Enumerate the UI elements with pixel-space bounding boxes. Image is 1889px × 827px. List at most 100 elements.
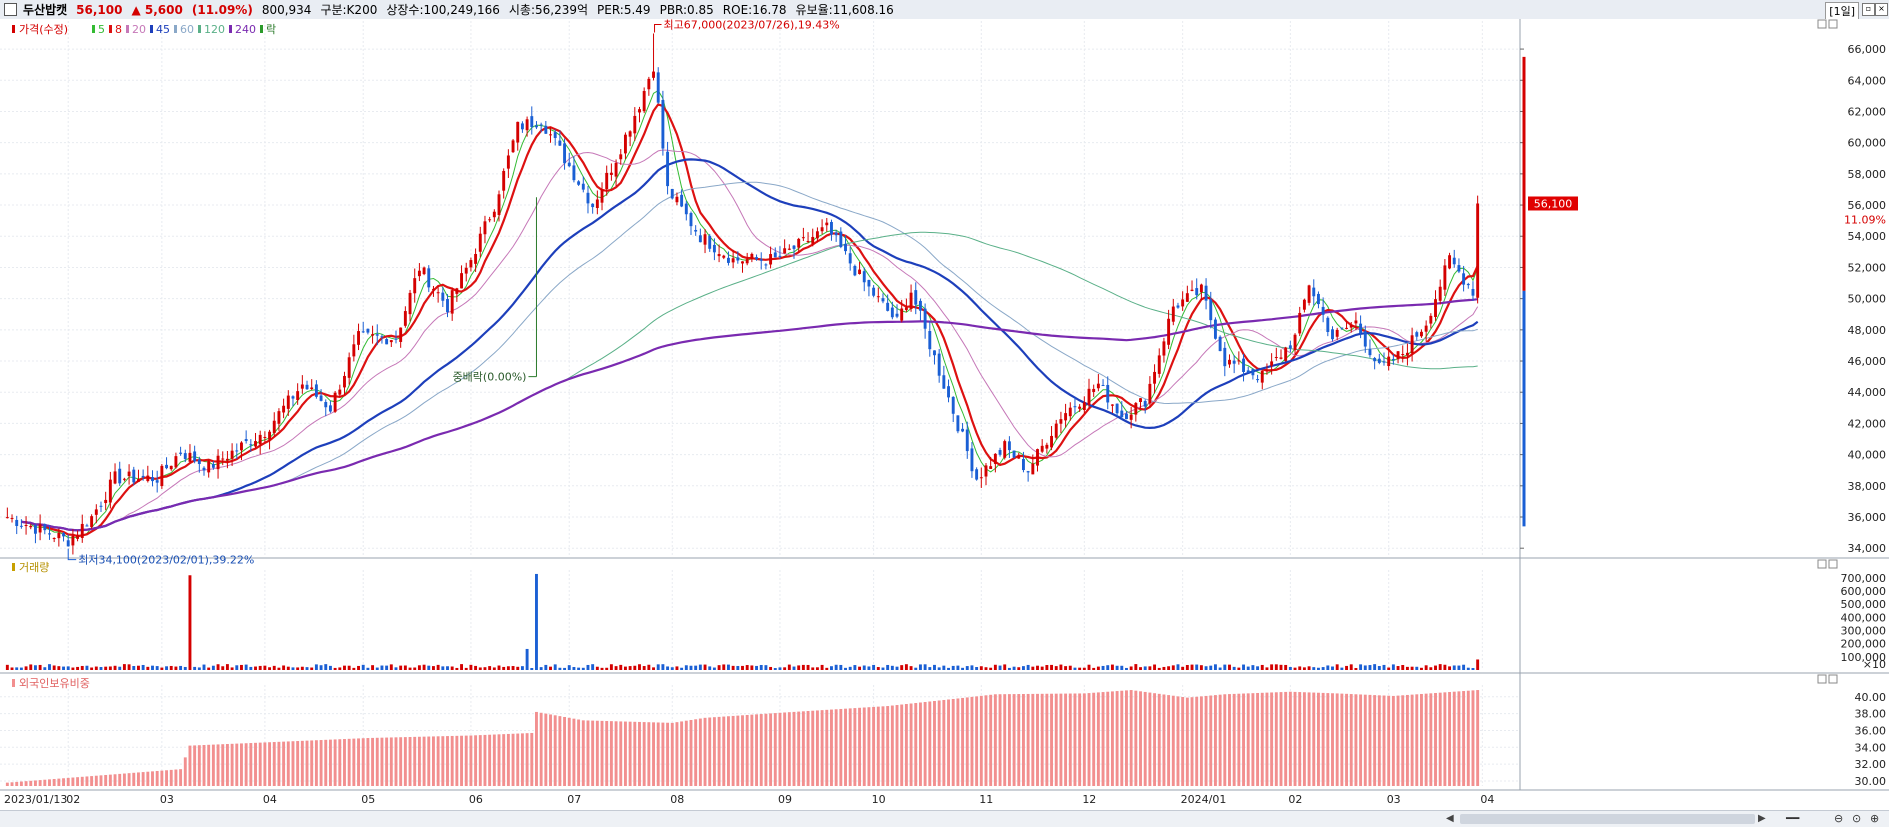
candle — [970, 448, 974, 472]
volume-bar — [469, 664, 473, 670]
volume-bar — [511, 666, 515, 670]
volume-bar — [1415, 666, 1419, 670]
candle — [94, 509, 98, 515]
legend-ma-240: 240 — [235, 23, 256, 36]
candle — [1270, 361, 1274, 366]
foreign-bar — [483, 734, 487, 786]
volume-bar — [806, 664, 810, 670]
scroll-left-icon[interactable]: ◀ — [1446, 813, 1454, 824]
foreign-bar — [872, 706, 876, 786]
volume-bar — [1405, 666, 1409, 670]
candle — [872, 287, 876, 296]
volume-bar — [127, 664, 131, 670]
volume-bar — [85, 665, 89, 670]
volume-bar — [230, 667, 234, 670]
volume-bar — [258, 665, 262, 670]
checkbox[interactable] — [4, 3, 17, 16]
volume-bar — [1017, 667, 1021, 670]
foreign-bar — [792, 711, 796, 786]
volume-bar — [450, 666, 454, 670]
volume-bar — [497, 665, 501, 670]
candle — [900, 308, 904, 321]
scroll-right-icon[interactable]: ▶ — [1758, 813, 1766, 824]
candle — [1401, 354, 1405, 356]
foreign-bar — [717, 716, 721, 786]
volume-bar — [1157, 667, 1161, 670]
candle — [1096, 383, 1100, 389]
zoom-slider-icon[interactable]: ━━ — [1786, 812, 1800, 825]
foreign-bar — [1457, 691, 1461, 786]
volume-bar — [1195, 664, 1199, 670]
close-icon[interactable]: × — [1875, 3, 1888, 16]
volume-bar — [689, 665, 693, 670]
candle — [848, 253, 852, 264]
foreign-bar — [1382, 695, 1386, 786]
volume-bar — [642, 666, 646, 670]
foreign-bar — [1420, 693, 1423, 786]
candle — [1438, 286, 1442, 301]
foreign-bar — [469, 735, 473, 786]
volume-bar — [427, 665, 431, 670]
foreign-bar — [1270, 692, 1274, 786]
candle — [1391, 358, 1395, 361]
volume-bar — [1242, 664, 1245, 670]
volume-bar — [263, 665, 267, 670]
panel-minimize-icon[interactable] — [1817, 19, 1827, 29]
candle — [520, 123, 524, 130]
foreign-bar — [1125, 690, 1128, 786]
foreign-bar — [783, 712, 787, 786]
candle — [1167, 318, 1171, 345]
panel-minimize-icon[interactable] — [1817, 674, 1827, 684]
foreign-bar — [942, 699, 946, 786]
foreign-bar — [1040, 693, 1044, 786]
foreign-bar — [305, 740, 309, 786]
volume-bar — [310, 667, 314, 670]
volume-bar — [357, 665, 360, 670]
foreign-bar — [918, 702, 922, 786]
zoom-in-icon[interactable]: ⊕ — [1870, 812, 1880, 825]
candle — [1204, 285, 1208, 301]
volume-bar — [614, 666, 618, 670]
volume-bar — [417, 665, 421, 670]
volume-bar — [783, 667, 787, 670]
foreign-bar — [1199, 696, 1203, 786]
foreign-bar — [1078, 693, 1082, 786]
panel-close-icon[interactable] — [1828, 19, 1838, 29]
volume-bar — [132, 666, 136, 670]
volume-bar — [399, 665, 403, 670]
volume-bar — [989, 667, 993, 670]
foreign-bar — [890, 705, 894, 786]
candle — [769, 254, 773, 265]
price-axis-tick: 56,000 — [1848, 199, 1887, 212]
minimize-icon[interactable]: ▫ — [1862, 3, 1875, 16]
volume-bar — [343, 665, 346, 670]
zoom-out-icon[interactable]: ⊖ — [1834, 812, 1844, 825]
panel-close-icon[interactable] — [1828, 559, 1838, 569]
candle — [591, 203, 595, 208]
panel-close-icon[interactable] — [1828, 674, 1838, 684]
candle — [104, 499, 108, 504]
foreign-bar — [10, 782, 14, 786]
foreign-bar — [572, 718, 576, 786]
volume-bar — [759, 664, 763, 670]
volume-bar — [19, 667, 23, 670]
foreign-bar — [371, 737, 375, 786]
foreign-bar — [80, 776, 84, 786]
foreign-bar — [1153, 693, 1157, 786]
volume-bar — [1368, 665, 1372, 670]
scroll-thumb[interactable] — [1460, 814, 1755, 824]
foreign-bar — [62, 778, 65, 786]
candle — [1251, 369, 1255, 376]
candle — [436, 292, 440, 294]
zoom-reset-icon[interactable]: ⊙ — [1852, 812, 1862, 825]
volume-bar — [1265, 667, 1269, 670]
period-selector[interactable]: [1일] — [1825, 2, 1859, 20]
candle — [268, 431, 272, 440]
volume-bar — [1125, 667, 1128, 670]
volume-bar — [825, 667, 829, 670]
panel-minimize-icon[interactable] — [1817, 559, 1827, 569]
volume-axis-tick: 600,000 — [1841, 585, 1887, 598]
foreign-bar — [745, 714, 749, 786]
horizontal-scrollbar[interactable]: ◀ ▶ ━━ ⊖ ⊙ ⊕ — [0, 810, 1889, 827]
